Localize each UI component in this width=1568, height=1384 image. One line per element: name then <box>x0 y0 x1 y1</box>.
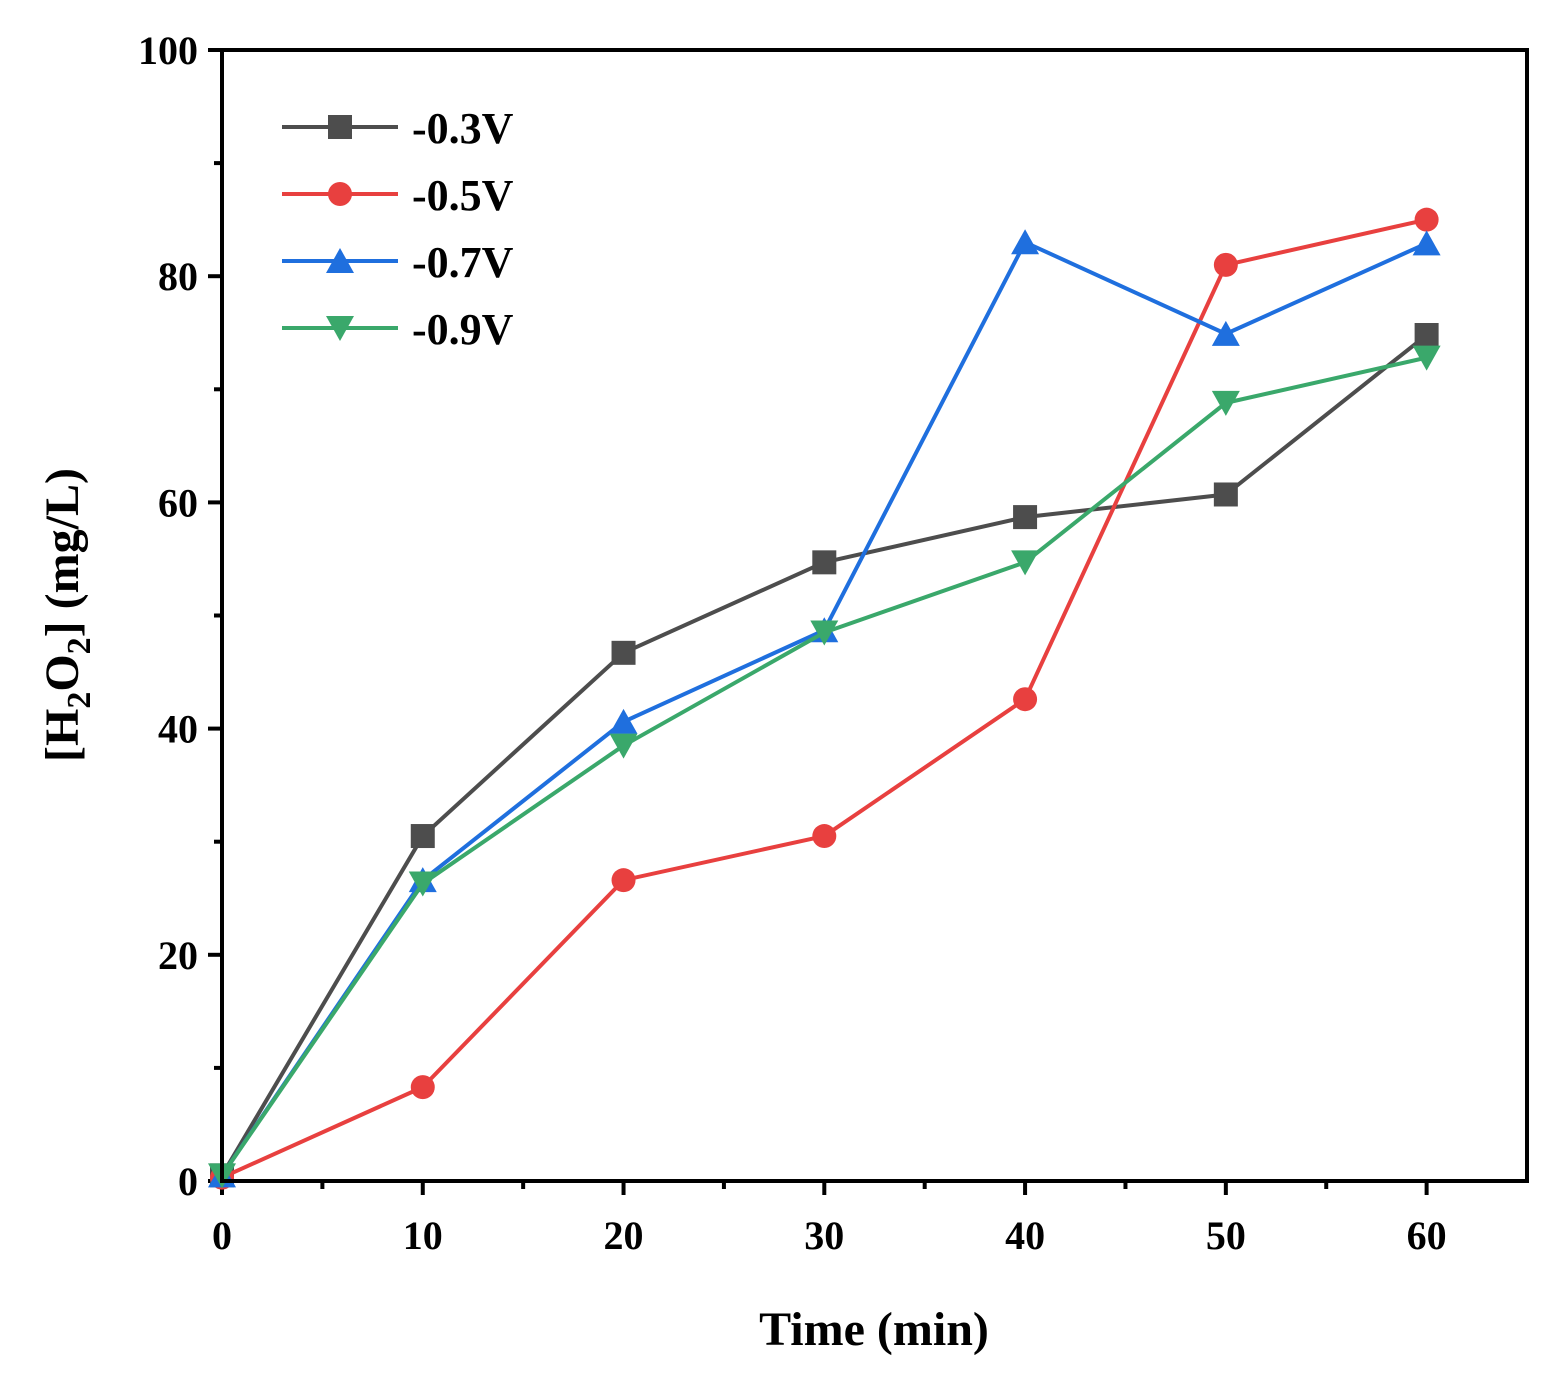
legend-item: -0.5V <box>282 171 514 220</box>
legend-marker <box>326 316 354 341</box>
data-point <box>609 733 638 759</box>
data-point <box>1213 252 1238 277</box>
y-axis-title-part: ] (mg/L) <box>36 468 89 637</box>
y-tick-label: 40 <box>158 707 198 752</box>
series--0.7V <box>208 229 1441 1188</box>
legend-label: -0.3V <box>412 104 514 153</box>
data-point <box>410 1075 435 1100</box>
series--0.5V <box>210 207 1439 1190</box>
series--0.9V <box>208 345 1441 1189</box>
data-point <box>812 550 837 575</box>
data-point <box>1412 230 1441 256</box>
series--0.3V <box>210 323 1439 1188</box>
x-tick-labels: 0 10 20 30 40 50 60 <box>212 1213 1447 1258</box>
legend-item: -0.3V <box>282 104 514 153</box>
x-axis-title: Time (min) <box>759 1303 989 1356</box>
data-point <box>609 708 638 734</box>
y-axis-title-part: O <box>36 654 89 691</box>
legend-label: -0.5V <box>412 171 514 220</box>
data-point <box>611 640 636 665</box>
y-tick-label: 0 <box>178 1159 198 1204</box>
series-line <box>220 240 1428 1177</box>
data-point <box>408 871 437 897</box>
legend-item: -0.7V <box>282 238 514 287</box>
y-axis-title-subscript: 2 <box>61 637 98 654</box>
legend-marker <box>326 248 354 273</box>
x-tick-label: 20 <box>604 1213 644 1258</box>
legend-marker <box>328 115 352 139</box>
data-point <box>1011 550 1040 576</box>
series-layer <box>208 207 1441 1190</box>
data-point <box>1211 390 1240 416</box>
y-tick-label: 100 <box>138 28 198 73</box>
data-point <box>1414 207 1439 232</box>
y-tick-label: 60 <box>158 480 198 525</box>
data-point <box>1013 687 1038 712</box>
series-line <box>221 217 1428 1180</box>
y-axis-title: [H2O2] (mg/L) <box>36 468 98 762</box>
legend: -0.3V -0.5V -0.7V -0.9V <box>282 104 514 354</box>
data-point <box>1011 229 1040 255</box>
data-point <box>810 620 839 646</box>
y-tick-labels: 0 20 40 60 80 100 <box>138 28 198 1204</box>
legend-item: -0.9V <box>282 305 514 354</box>
y-tick-label: 80 <box>158 254 198 299</box>
data-point <box>1013 505 1038 530</box>
data-point <box>1412 345 1441 371</box>
plot-area-frame <box>220 48 1529 1183</box>
data-point <box>1213 482 1238 507</box>
legend-marker <box>328 182 352 206</box>
data-point <box>812 824 837 849</box>
x-tick-label: 50 <box>1206 1213 1246 1258</box>
series-line <box>220 333 1428 1177</box>
data-point <box>611 868 636 893</box>
x-tick-label: 10 <box>403 1213 443 1258</box>
data-point <box>1414 323 1439 348</box>
legend-label: -0.9V <box>412 305 514 354</box>
data-point <box>1211 320 1240 346</box>
data-point <box>410 824 435 849</box>
x-tick-label: 30 <box>804 1213 844 1258</box>
x-tick-label: 60 <box>1407 1213 1447 1258</box>
x-tick-label: 40 <box>1005 1213 1045 1258</box>
x-tick-label: 0 <box>212 1213 232 1258</box>
y-tick-label: 20 <box>158 933 198 978</box>
y-axis-title-subscript: 2 <box>61 692 98 709</box>
y-axis-title-part: [H <box>36 709 89 762</box>
legend-label: -0.7V <box>412 238 514 287</box>
